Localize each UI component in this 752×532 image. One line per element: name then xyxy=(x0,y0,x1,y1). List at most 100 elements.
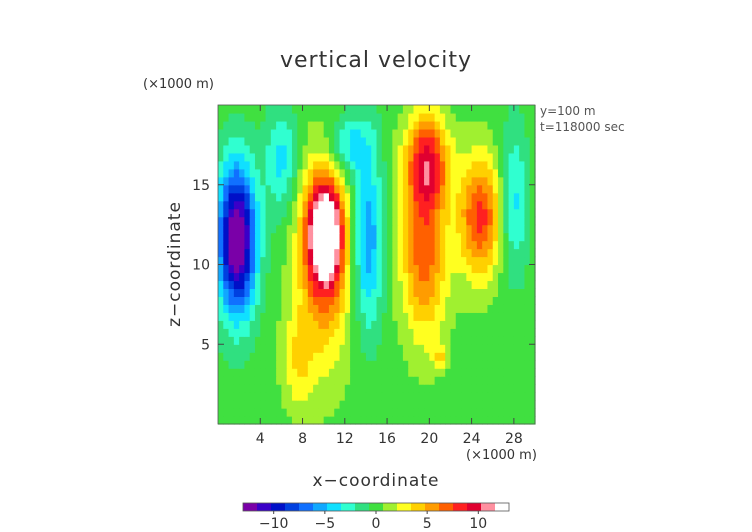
heatmap-cell xyxy=(260,184,267,194)
heatmap-cell xyxy=(492,248,499,258)
heatmap-cell xyxy=(291,216,298,226)
heatmap-cell xyxy=(334,384,341,393)
heatmap-cell xyxy=(450,112,457,122)
heatmap-cell xyxy=(455,344,462,353)
heatmap-cell xyxy=(244,344,251,353)
heatmap-cell xyxy=(466,240,473,250)
heatmap-cell xyxy=(360,392,367,401)
heatmap-cell xyxy=(355,408,362,417)
heatmap-cell xyxy=(270,408,277,417)
heatmap-cell xyxy=(254,152,261,162)
heatmap-cell xyxy=(265,105,272,114)
heatmap-cell xyxy=(387,352,393,361)
heatmap-cell xyxy=(223,288,230,297)
heatmap-cell xyxy=(344,160,351,170)
heatmap-cell xyxy=(524,176,531,186)
heatmap-cell xyxy=(492,344,499,353)
heatmap-cell xyxy=(524,120,531,130)
heatmap-cell xyxy=(461,400,467,409)
heatmap-cell xyxy=(498,312,504,321)
colorbar-tick-label: 10 xyxy=(469,516,487,532)
heatmap-cell xyxy=(498,344,504,353)
colorbar-swatch xyxy=(467,503,482,511)
heatmap-cell xyxy=(355,152,362,162)
heatmap-cell xyxy=(218,256,224,266)
heatmap-cell xyxy=(418,328,425,337)
heatmap-cell xyxy=(418,112,425,122)
heatmap-cell xyxy=(328,400,335,409)
heatmap-cell xyxy=(360,408,367,417)
heatmap-cell xyxy=(402,344,409,353)
heatmap-cell xyxy=(455,192,462,202)
heatmap-cell xyxy=(323,336,330,345)
heatmap-cell xyxy=(455,312,462,321)
heatmap-cell xyxy=(360,352,367,361)
heatmap-cell xyxy=(524,392,531,401)
heatmap-cell xyxy=(276,208,282,218)
heatmap-cell xyxy=(307,352,314,361)
heatmap-cell xyxy=(424,320,430,329)
heatmap-cell xyxy=(355,272,362,282)
heatmap-cell xyxy=(429,400,436,409)
heatmap-cell xyxy=(360,184,367,194)
heatmap-cell xyxy=(413,360,420,369)
heatmap-cell xyxy=(270,128,277,138)
heatmap-cell xyxy=(508,120,515,130)
heatmap-cell xyxy=(344,336,351,345)
heatmap-cell xyxy=(350,352,356,361)
heatmap-cell xyxy=(291,224,298,234)
heatmap-cell xyxy=(397,128,404,138)
heatmap-cell xyxy=(270,240,277,250)
heatmap-cell xyxy=(524,232,531,242)
heatmap-cell xyxy=(408,304,415,313)
heatmap-cell xyxy=(318,200,325,210)
heatmap-cell xyxy=(318,288,325,297)
heatmap-cell xyxy=(487,360,494,369)
heatmap-cell xyxy=(318,112,325,122)
heatmap-cell xyxy=(492,288,499,297)
heatmap-cell xyxy=(339,280,346,290)
heatmap-cell xyxy=(265,256,272,266)
heatmap-cell xyxy=(297,408,304,417)
heatmap-cell xyxy=(344,184,351,194)
heatmap-cell xyxy=(498,136,504,146)
heatmap-cell xyxy=(360,248,367,258)
colorbar-swatch xyxy=(243,503,258,511)
heatmap-cell xyxy=(297,216,304,226)
colorbar-swatch xyxy=(439,503,454,511)
heatmap-cell xyxy=(270,384,277,393)
heatmap-cell xyxy=(228,144,235,154)
heatmap-cell xyxy=(408,280,415,290)
heatmap-cell xyxy=(371,208,378,218)
heatmap-cell xyxy=(392,416,399,425)
heatmap-cell xyxy=(476,136,483,146)
heatmap-cell xyxy=(413,264,420,274)
heatmap-cell xyxy=(513,344,520,353)
heatmap-cell xyxy=(434,344,441,353)
heatmap-cell xyxy=(302,328,309,337)
heatmap-cell xyxy=(466,208,473,218)
heatmap-cell xyxy=(397,240,404,250)
heatmap-cell xyxy=(461,384,467,393)
heatmap-cell xyxy=(291,176,298,186)
heatmap-cell xyxy=(228,296,235,305)
heatmap-cell xyxy=(498,304,504,313)
heatmap-cell xyxy=(323,112,330,122)
heatmap-cell xyxy=(223,248,230,258)
heatmap-cell xyxy=(519,248,526,258)
heatmap-cell xyxy=(334,208,341,218)
heatmap-cell xyxy=(424,344,430,353)
heatmap-cell xyxy=(286,128,293,138)
heatmap-cell xyxy=(397,408,404,417)
heatmap-cell xyxy=(429,176,436,186)
heatmap-cell xyxy=(286,296,293,305)
annotation-time: t=118000 sec xyxy=(540,120,625,134)
heatmap-cell xyxy=(302,272,309,282)
heatmap-cell xyxy=(424,232,430,242)
heatmap-cell xyxy=(519,120,526,130)
heatmap-cell xyxy=(254,352,261,361)
heatmap-cell xyxy=(244,105,251,114)
heatmap-cell xyxy=(387,136,393,146)
heatmap-cell xyxy=(344,280,351,290)
